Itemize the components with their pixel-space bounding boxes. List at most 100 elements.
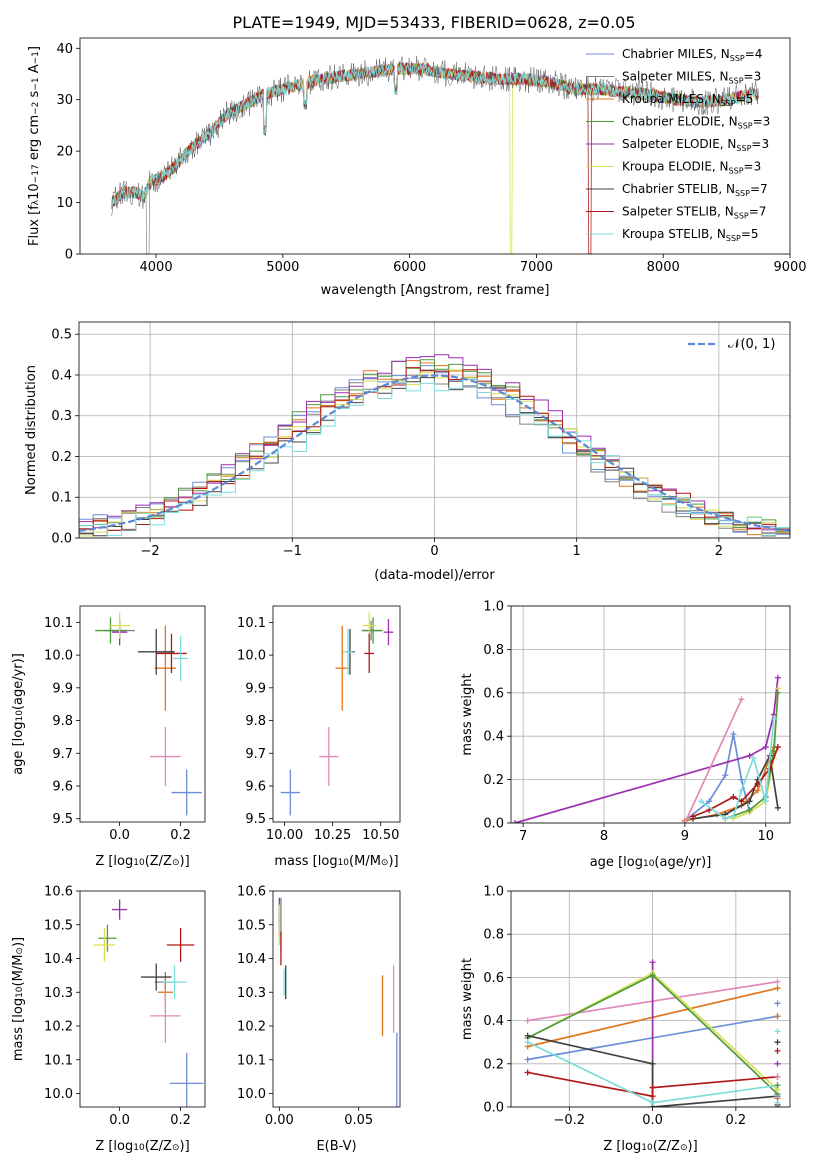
weight-point-marker bbox=[649, 1084, 656, 1091]
legend-sub: SSP bbox=[735, 189, 750, 198]
x-axis-label: Z [log10(Z/Z⊙)] bbox=[95, 854, 189, 869]
x-axis-label: mass [log10(M/M⊙)] bbox=[274, 854, 398, 869]
x-tick-label: 5000 bbox=[266, 260, 299, 275]
weight-point-marker bbox=[738, 696, 745, 703]
y-axis-label-part: A bbox=[27, 64, 42, 77]
y-tick-label: 0.6 bbox=[483, 686, 504, 701]
y-tick-label: 10.1 bbox=[237, 1053, 266, 1068]
stacked-point-marker bbox=[774, 1093, 781, 1100]
error-bars bbox=[95, 612, 202, 816]
x-axis-label-part: Z [log bbox=[603, 1139, 641, 1154]
weight-point-marker bbox=[730, 731, 737, 738]
x-axis-label-part: 10 bbox=[133, 1143, 145, 1153]
legend-label: Salpeter ELODIE, N bbox=[622, 137, 736, 151]
y-tick-label: 10.0 bbox=[44, 1087, 73, 1102]
y-tick-label: 0.8 bbox=[483, 928, 504, 943]
y-tick-label: 0.2 bbox=[483, 773, 504, 788]
weight-point-marker bbox=[754, 787, 761, 794]
x-tick-label: 9 bbox=[681, 829, 689, 844]
legend-entry: Salpeter MILES, NSSP=3 bbox=[622, 70, 761, 86]
y-tick-label: 10.3 bbox=[44, 986, 73, 1001]
y-tick-label: 0.4 bbox=[483, 730, 504, 745]
x-tick-label: 10.25 bbox=[314, 828, 351, 843]
y-tick-label: 10.0 bbox=[44, 649, 73, 664]
y-tick-label: 9.6 bbox=[245, 780, 266, 795]
weight-point-marker bbox=[738, 787, 745, 794]
y-axis-label-part: s bbox=[27, 90, 42, 101]
x-axis-label-part: (Z/Z bbox=[653, 1139, 680, 1154]
legend-sub: SSP bbox=[721, 99, 736, 108]
legend-sub: SSP bbox=[734, 212, 749, 221]
x-tick-label: 6000 bbox=[393, 260, 426, 275]
x-axis-label-part: )] bbox=[688, 1139, 698, 1154]
y-tick-label: 0 bbox=[65, 248, 73, 263]
legend-label: Kroupa STELIB, N bbox=[622, 227, 726, 241]
legend-label: Kroupa ELODIE, N bbox=[622, 160, 729, 174]
weight-series-line bbox=[684, 733, 751, 822]
y-tick-label: 0.3 bbox=[51, 409, 72, 424]
y-axis-label: Flux [fλ10−17 erg cm−2 s−1 A−1] bbox=[27, 46, 42, 246]
axes-frame bbox=[78, 321, 791, 539]
y-tick-label: 0.8 bbox=[483, 643, 504, 658]
weight-point-marker bbox=[649, 1093, 656, 1100]
legend-sub: SSP bbox=[738, 122, 753, 131]
y-tick-label: 9.9 bbox=[52, 681, 73, 696]
x-tick-label: 10.50 bbox=[362, 828, 399, 843]
weight-point-marker bbox=[774, 744, 781, 751]
y-axis-label-part: erg cm bbox=[27, 115, 42, 164]
histogram-series-8 bbox=[79, 378, 790, 537]
y-tick-label: 9.5 bbox=[52, 812, 73, 827]
y-axis-label-part: ⊙ bbox=[15, 947, 25, 955]
x-axis-label-part: age [log bbox=[590, 855, 643, 870]
error-bars bbox=[280, 612, 394, 816]
x-tick-label: 2 bbox=[715, 544, 723, 559]
y-axis-label-part: (M/M bbox=[11, 955, 26, 987]
y-axis-label-part: Flux [f bbox=[27, 205, 42, 246]
x-tick-label: 1 bbox=[573, 544, 581, 559]
histogram-series-7 bbox=[79, 367, 790, 537]
legend-sub: SSP bbox=[726, 234, 741, 243]
weight-point-marker bbox=[524, 1032, 531, 1039]
legend-sub: SSP bbox=[730, 54, 745, 63]
y-tick-label: 10.0 bbox=[237, 1087, 266, 1102]
weight-point-marker bbox=[738, 798, 745, 805]
weight-point-marker bbox=[762, 798, 769, 805]
weight-lines bbox=[512, 674, 781, 823]
legend-entry: Kroupa ELODIE, NSSP=3 bbox=[622, 160, 761, 176]
mass_vs_Z-panel: 0.0 0.2 10.0 10.1 10.2 10.3 10.4 10.5 10.6 Z [log… bbox=[11, 885, 206, 1154]
weight-point-marker bbox=[649, 1099, 656, 1106]
x-axis-label: E(B-V) bbox=[316, 1139, 356, 1154]
legend: Chabrier MILES, NSSP=4 Salpeter MILES, NS… bbox=[586, 47, 770, 243]
weight-point-marker bbox=[698, 798, 705, 805]
legend-count: =5 bbox=[736, 92, 754, 106]
weight-series-line bbox=[527, 1071, 778, 1098]
y-tick-label: 0.1 bbox=[51, 491, 72, 506]
y-tick-label: 10.1 bbox=[44, 616, 73, 631]
y-tick-label: 1.0 bbox=[483, 600, 504, 615]
y-tick-label: 9.7 bbox=[52, 747, 73, 762]
histograms bbox=[79, 354, 790, 537]
legend-label: Kroupa MILES, N bbox=[622, 92, 721, 106]
spectrum-series-8 bbox=[111, 62, 759, 209]
weight-point-marker bbox=[750, 754, 757, 761]
stacked-point-marker bbox=[774, 1060, 781, 1067]
stacked-point-marker bbox=[774, 1047, 781, 1054]
weight-point-marker bbox=[774, 674, 781, 681]
y-tick-label: 0.0 bbox=[483, 1101, 504, 1116]
y-tick-label: 10.2 bbox=[237, 1020, 266, 1035]
age_vs_mass-panel: 10.00 10.25 10.50 9.5 9.6 9.7 9.8 9.9 10.0 10.1 ma… bbox=[237, 605, 401, 869]
y-tick-label: 0.6 bbox=[483, 971, 504, 986]
x-axis-label-part: (age/yr)] bbox=[654, 855, 711, 870]
x-axis-label-part: ⊙ bbox=[172, 1143, 180, 1153]
y-tick-label: 1.0 bbox=[483, 885, 504, 900]
legend-entry: Chabrier MILES, NSSP=4 bbox=[622, 47, 762, 63]
axes-frame bbox=[79, 37, 791, 255]
legend-count: =7 bbox=[750, 182, 768, 196]
x-tick-label: 0.0 bbox=[109, 828, 130, 843]
weight-point-marker bbox=[746, 798, 753, 805]
weight-series-line bbox=[684, 698, 743, 823]
legend-sub: SSP bbox=[736, 144, 751, 153]
x-tick-label: 4000 bbox=[140, 260, 173, 275]
x-axis-label-part: ⊙ bbox=[172, 858, 180, 868]
x-axis-label-part: (Z/Z bbox=[145, 854, 172, 869]
